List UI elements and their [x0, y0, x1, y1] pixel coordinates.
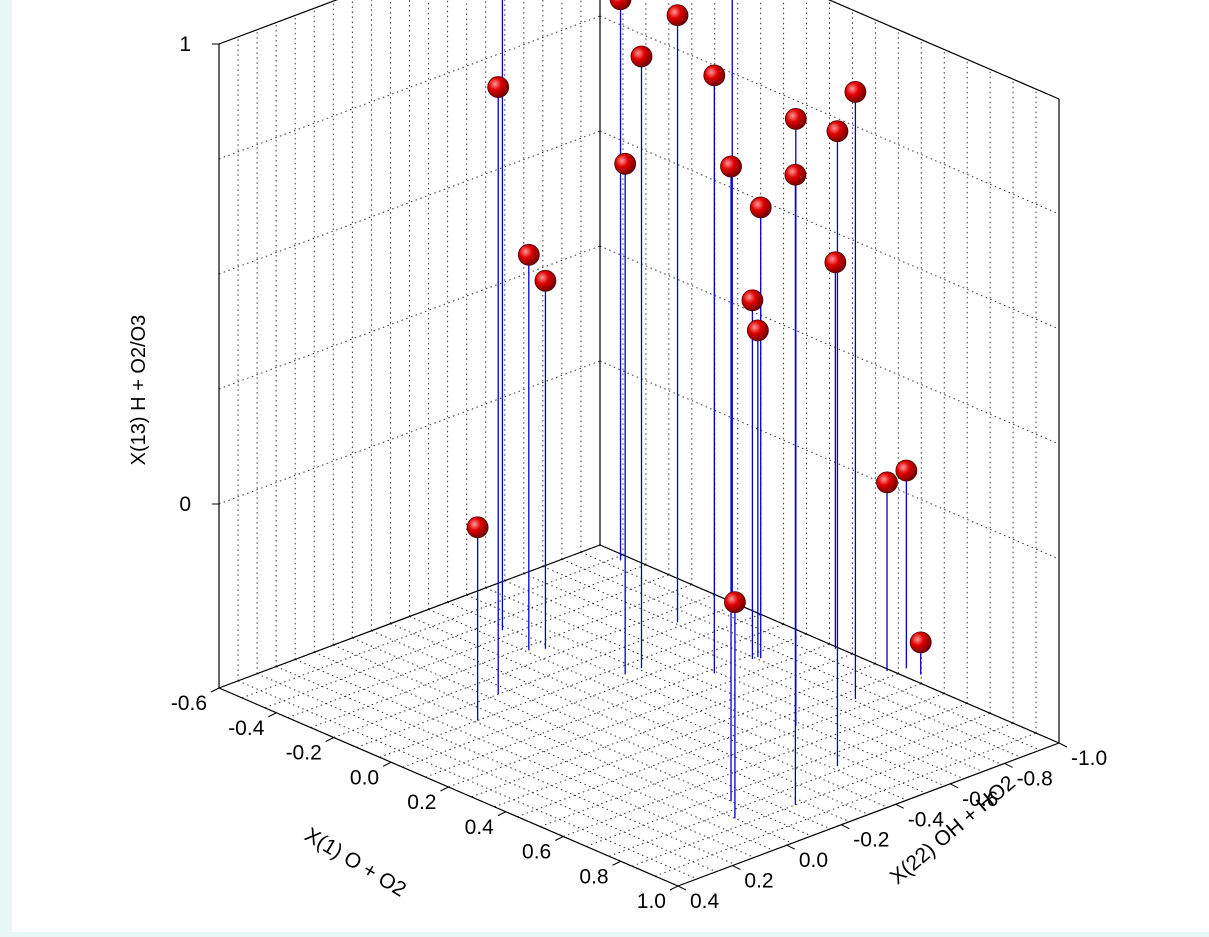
data-point-23: [909, 631, 932, 654]
plot-walls: [219, 0, 1059, 743]
data-point-18: [746, 319, 769, 342]
frame-edge: [827, 0, 1060, 100]
data-point-20: [895, 459, 918, 482]
data-point-13: [749, 196, 772, 219]
y-tick-mark: [732, 865, 741, 871]
x-tick-mark: [612, 860, 621, 866]
data-point-7: [720, 155, 742, 178]
floor-grid-line: [631, 722, 1014, 867]
x-tick-label: -0.6: [171, 692, 207, 715]
data-point-14: [517, 243, 540, 266]
y-tick-label: -0.8: [1017, 767, 1053, 790]
y-axis-label: X(22) OH + HO2: [886, 771, 1020, 889]
data-points: [466, 0, 932, 654]
x-tick-label: 0.4: [465, 816, 495, 839]
data-point-22: [724, 591, 746, 614]
x-tick-label: 1.0: [637, 890, 666, 913]
y-tick-label: 0.2: [744, 870, 773, 893]
x-tick-label: 0.2: [407, 791, 436, 814]
data-point-9: [826, 120, 849, 143]
chart-panel: 0 1 -0.6 -0.4 -0.2 0.0 0.2 0.4 0.6 0.8 1.0 -1.0 -0.8…: [12, 0, 1209, 932]
x-tick-mark: [382, 761, 392, 767]
z-tick-label: 0: [179, 493, 191, 516]
floor-grid-line: [371, 630, 831, 830]
floor-grid-line: [379, 613, 761, 758]
x-tick-mark: [669, 885, 679, 891]
z-axis-label: X(13) H + O2/O3: [128, 315, 150, 466]
y-tick-mark: [1004, 762, 1013, 768]
data-point-8: [784, 163, 807, 186]
x-tick-label: -0.2: [286, 742, 322, 765]
floor-grid-line: [409, 616, 869, 815]
y-tick-label: -0.2: [853, 829, 889, 852]
x-tick-label: 0.8: [579, 865, 608, 888]
x-tick-mark: [440, 786, 449, 792]
floor-grid-line: [425, 633, 807, 778]
y-tick-label: -1.0: [1071, 747, 1107, 770]
x-axis-label: X(1) O + O2: [301, 823, 410, 901]
tick-labels: 0 1 -0.6 -0.4 -0.2 0.0 0.2 0.4 0.6 0.8 1.0 -1.0 -0.8…: [171, 33, 1107, 913]
x-tick-mark: [555, 836, 564, 841]
y-tick-mark: [1058, 742, 1068, 748]
x-tick-label: 0.0: [350, 766, 379, 789]
y-tick-mark: [786, 844, 796, 850]
floor-grid-line: [314, 651, 774, 851]
floor-grid-line: [563, 693, 945, 837]
x-tick-mark: [210, 687, 220, 693]
frame-edge: [218, 0, 338, 45]
data-point-2: [666, 4, 689, 27]
z-tick-label: 1: [179, 33, 191, 56]
floor-grid-line: [494, 663, 876, 808]
x-tick-label: 0.6: [522, 841, 551, 864]
data-point-10: [844, 80, 867, 103]
data-point-16: [824, 251, 847, 274]
y-tick-mark: [677, 885, 687, 891]
data-point-6: [784, 107, 807, 130]
y-tick-label: 0.0: [799, 849, 828, 872]
floor-grid-line: [448, 643, 830, 788]
frame-edge: [599, 544, 1060, 744]
y-tick-mark: [949, 783, 959, 789]
y-tick-mark: [895, 803, 904, 809]
data-point-11: [703, 64, 726, 87]
x-tick-mark: [325, 737, 334, 742]
x-tick-mark: [497, 811, 507, 817]
y-tick-label: -0.4: [908, 808, 945, 831]
y-tick-mark: [841, 824, 850, 830]
floor-grid-line: [356, 603, 738, 748]
data-point-15: [534, 269, 557, 292]
data-point-21: [466, 516, 489, 539]
data-point-17: [741, 289, 764, 312]
floor-grid-line: [517, 673, 899, 818]
scatter-3d-plot: 0 1 -0.6 -0.4 -0.2 0.0 0.2 0.4 0.6 0.8 1.0 -1.0 -0.8…: [128, 0, 1107, 913]
y-tick-label: 0.4: [690, 890, 720, 913]
frame-edge: [218, 544, 601, 689]
back-wall: [600, 0, 1059, 743]
data-point-12: [614, 152, 637, 175]
x-tick-label: -0.4: [228, 717, 265, 740]
y-tick-label: -0.6: [962, 788, 998, 811]
frame-edge: [677, 742, 1060, 887]
floor-grid-line: [402, 623, 784, 768]
data-point-4: [630, 45, 653, 68]
data-point-0: [609, 0, 632, 11]
data-point-19: [876, 471, 898, 494]
floor-grid-line: [333, 644, 793, 844]
x-tick-mark: [268, 712, 277, 718]
data-point-5: [487, 76, 510, 98]
